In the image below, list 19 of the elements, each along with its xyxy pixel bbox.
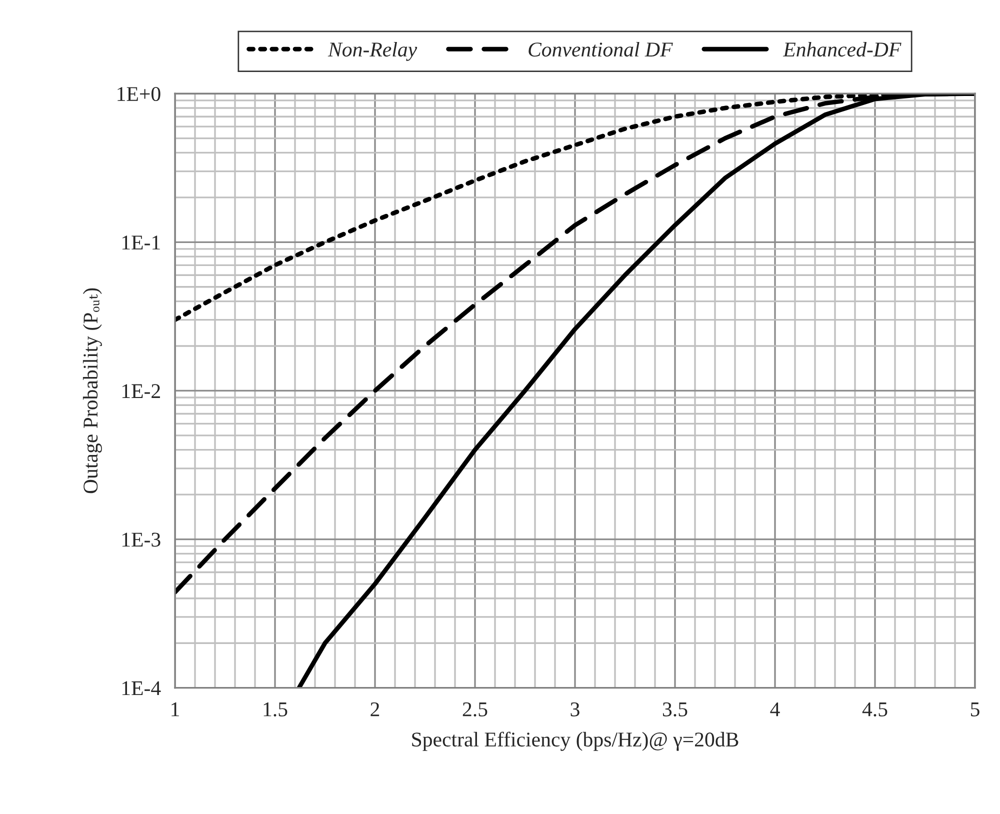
- x-tick-label: 2: [370, 702, 380, 716]
- x-axis-title: Spectral Efficiency (bps/Hz)@ γ=20dB: [412, 732, 738, 751]
- legend-label: Conventional DF: [528, 42, 673, 57]
- x-tick-label: 1: [172, 702, 179, 716]
- x-tick-label: 3.5: [662, 702, 688, 716]
- x-tick-label: 4.5: [862, 702, 888, 716]
- y-tick-label: 1E-3: [122, 532, 160, 547]
- y-axis-title: Outage Probability (Pₒᵤₜ): [82, 288, 102, 494]
- y-tick-label: 1E-4: [122, 681, 161, 696]
- x-tick-label: 2.5: [462, 702, 488, 716]
- y-tick-label: 1E-2: [122, 384, 160, 398]
- x-tick-label: 3: [570, 702, 580, 716]
- y-tick-label: 1E-1: [122, 236, 160, 250]
- y-tick-label: 1E+0: [118, 86, 160, 102]
- x-tick-label: 1.5: [264, 702, 288, 716]
- legend-label: Non-Relay: [328, 42, 418, 61]
- legend-label: Enhanced-DF: [782, 42, 902, 57]
- x-tick-label: 5: [971, 702, 980, 716]
- x-tick-label: 4: [770, 702, 780, 716]
